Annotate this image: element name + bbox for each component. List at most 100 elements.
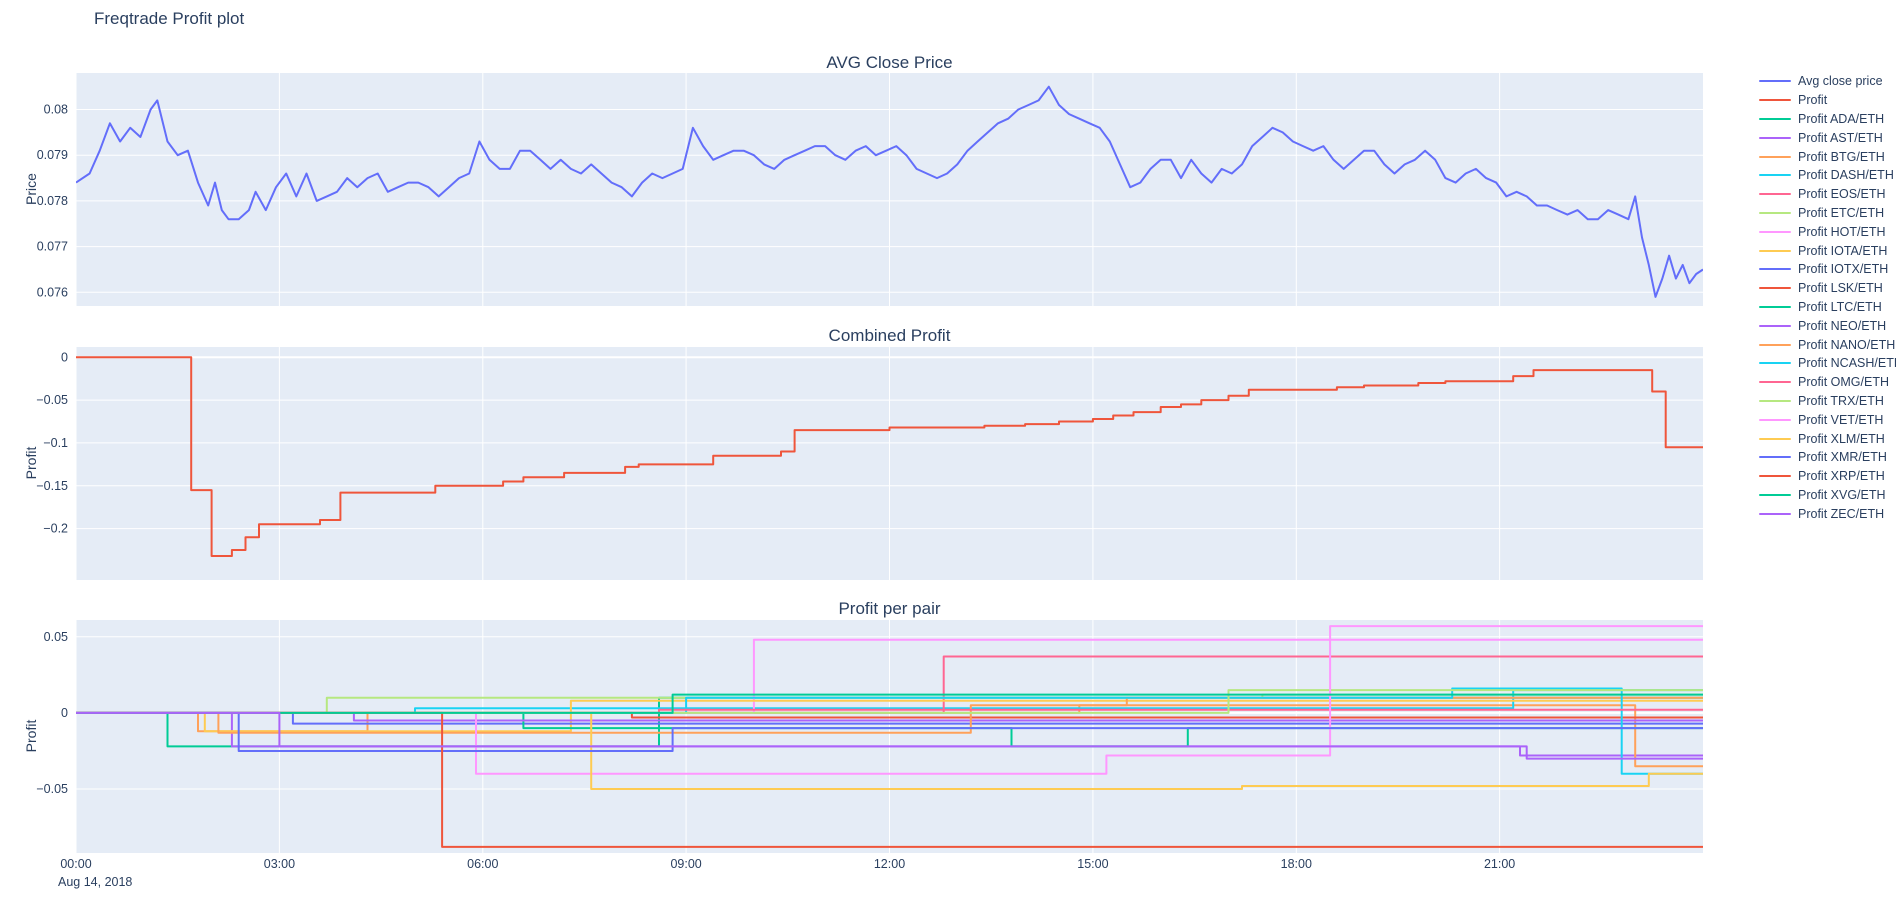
subplot-title-combined-profit: Combined Profit	[828, 326, 951, 345]
legend-item-profit-etc-eth[interactable]: Profit ETC/ETH	[1759, 204, 1896, 223]
legend-line-swatch	[1759, 174, 1791, 177]
legend-item-profit-vet-eth[interactable]: Profit VET/ETH	[1759, 410, 1896, 429]
legend-label: Profit LTC/ETH	[1798, 299, 1882, 314]
x-tick-label: 12:00	[873, 857, 906, 871]
x-tick-label: 21:00	[1483, 857, 1516, 871]
series-profit-vet-eth	[76, 625, 1703, 775]
legend-label: Profit ETC/ETH	[1798, 205, 1885, 220]
legend-line-swatch	[1759, 362, 1791, 365]
series-profit-ltc-eth	[76, 711, 1703, 748]
subplot-avg-close-price: 0.076 0.077 0.078 0.079 0.08	[37, 73, 1703, 306]
legend-item-profit-xrp-eth[interactable]: Profit XRP/ETH	[1759, 467, 1896, 486]
legend: Avg close price Profit Profit ADA/ETH Profi…	[1759, 72, 1896, 523]
legend-label: Profit IOTX/ETH	[1798, 262, 1889, 277]
series-avg-close-price	[76, 85, 1703, 298]
legend-label: Profit VET/ETH	[1798, 412, 1884, 427]
legend-label: Profit NCASH/ETH	[1798, 356, 1896, 371]
y-tick-label: 0.076	[37, 285, 68, 299]
legend-line-swatch	[1759, 493, 1791, 496]
legend-label: Profit EOS/ETH	[1798, 187, 1886, 202]
legend-item-profit-hot-eth[interactable]: Profit HOT/ETH	[1759, 222, 1896, 241]
legend-line-swatch	[1759, 475, 1791, 478]
legend-line-swatch	[1759, 268, 1791, 271]
series-profit	[76, 356, 1703, 557]
legend-label: Profit NANO/ETH	[1798, 337, 1896, 352]
legend-item-profit-xmr-eth[interactable]: Profit XMR/ETH	[1759, 448, 1896, 467]
x-tick-label: 00:00	[60, 857, 92, 871]
legend-line-swatch	[1759, 418, 1791, 421]
legend-line-swatch	[1759, 437, 1791, 440]
y-tick-label: −0.05	[36, 393, 68, 407]
legend-item-profit-xvg-eth[interactable]: Profit XVG/ETH	[1759, 486, 1896, 505]
x-tick-label: 09:00	[670, 857, 702, 871]
legend-item-profit-eos-eth[interactable]: Profit EOS/ETH	[1759, 185, 1896, 204]
legend-line-swatch	[1759, 117, 1791, 120]
y-tick-label: 0.077	[37, 240, 68, 254]
legend-line-swatch	[1759, 305, 1791, 308]
legend-item-profit-dash-eth[interactable]: Profit DASH/ETH	[1759, 166, 1896, 185]
legend-line-swatch	[1759, 381, 1791, 384]
legend-item-profit-ada-eth[interactable]: Profit ADA/ETH	[1759, 110, 1896, 129]
legend-item-profit-ast-eth[interactable]: Profit AST/ETH	[1759, 128, 1896, 147]
legend-line-swatch	[1759, 211, 1791, 214]
y-tick-label: 0	[61, 350, 68, 364]
legend-item-profit-trx-eth[interactable]: Profit TRX/ETH	[1759, 392, 1896, 411]
legend-label: Profit XMR/ETH	[1798, 450, 1887, 465]
legend-item-profit-zec-eth[interactable]: Profit ZEC/ETH	[1759, 504, 1896, 523]
legend-item-profit-omg-eth[interactable]: Profit OMG/ETH	[1759, 373, 1896, 392]
legend-label: Profit AST/ETH	[1798, 130, 1883, 145]
legend-line-swatch	[1759, 99, 1791, 102]
y-tick-label: −0.15	[36, 479, 68, 493]
series-profit-xvg-eth	[76, 693, 1703, 714]
legend-line-swatch	[1759, 155, 1791, 158]
y-tick-label: 0.08	[44, 103, 68, 117]
legend-line-swatch	[1759, 136, 1791, 139]
legend-item-profit-ncash-eth[interactable]: Profit NCASH/ETH	[1759, 354, 1896, 373]
legend-label: Profit XVG/ETH	[1798, 487, 1886, 502]
legend-label: Profit IOTA/ETH	[1798, 243, 1888, 258]
legend-item-profit-ltc-eth[interactable]: Profit LTC/ETH	[1759, 298, 1896, 317]
legend-item-profit-iota-eth[interactable]: Profit IOTA/ETH	[1759, 241, 1896, 260]
legend-label: Profit DASH/ETH	[1798, 168, 1894, 183]
y-tick-label: −0.1	[43, 436, 68, 450]
legend-line-swatch	[1759, 512, 1791, 515]
y-tick-label: −0.05	[36, 782, 68, 796]
legend-item-profit[interactable]: Profit	[1759, 91, 1896, 110]
legend-line-swatch	[1759, 249, 1791, 252]
legend-label: Profit XLM/ETH	[1798, 431, 1885, 446]
series-profit-nano-eth	[76, 696, 1703, 734]
legend-label: Profit HOT/ETH	[1798, 224, 1886, 239]
legend-label: Profit LSK/ETH	[1798, 281, 1883, 296]
legend-item-avg-close-price[interactable]: Avg close price	[1759, 72, 1896, 91]
legend-label: Profit OMG/ETH	[1798, 375, 1889, 390]
y-tick-label: 0.079	[37, 148, 68, 162]
legend-label: Profit BTG/ETH	[1798, 149, 1885, 164]
subplot-title-profit-per-pair: Profit per pair	[838, 599, 941, 618]
page-title: Freqtrade Profit plot	[94, 9, 245, 28]
series-profit-xlm-eth	[76, 711, 1703, 790]
legend-line-swatch	[1759, 80, 1791, 83]
legend-label: Profit TRX/ETH	[1798, 393, 1884, 408]
legend-label: Profit ZEC/ETH	[1798, 506, 1885, 521]
legend-line-swatch	[1759, 399, 1791, 402]
legend-item-profit-btg-eth[interactable]: Profit BTG/ETH	[1759, 147, 1896, 166]
y-tick-label: 0	[61, 706, 68, 720]
legend-label: Profit XRP/ETH	[1798, 469, 1885, 484]
x-tick-label: 18:00	[1280, 857, 1312, 871]
legend-line-swatch	[1759, 324, 1791, 327]
legend-item-profit-xlm-eth[interactable]: Profit XLM/ETH	[1759, 429, 1896, 448]
subplot-combined-profit: 0 −0.05 −0.1 −0.15 −0.2	[36, 347, 1703, 580]
y-tick-label: 0.05	[44, 630, 68, 644]
y-tick-label: 0.078	[37, 194, 68, 208]
legend-line-swatch	[1759, 193, 1791, 196]
legend-item-profit-iotx-eth[interactable]: Profit IOTX/ETH	[1759, 260, 1896, 279]
subplot-title-avg-close-price: AVG Close Price	[826, 53, 953, 72]
legend-item-profit-nano-eth[interactable]: Profit NANO/ETH	[1759, 335, 1896, 354]
y-tick-label: −0.2	[43, 522, 68, 536]
legend-line-swatch	[1759, 287, 1791, 290]
legend-item-profit-neo-eth[interactable]: Profit NEO/ETH	[1759, 316, 1896, 335]
legend-label: Profit	[1798, 93, 1828, 108]
x-axis-date-label: Aug 14, 2018	[58, 875, 133, 889]
legend-item-profit-lsk-eth[interactable]: Profit LSK/ETH	[1759, 279, 1896, 298]
